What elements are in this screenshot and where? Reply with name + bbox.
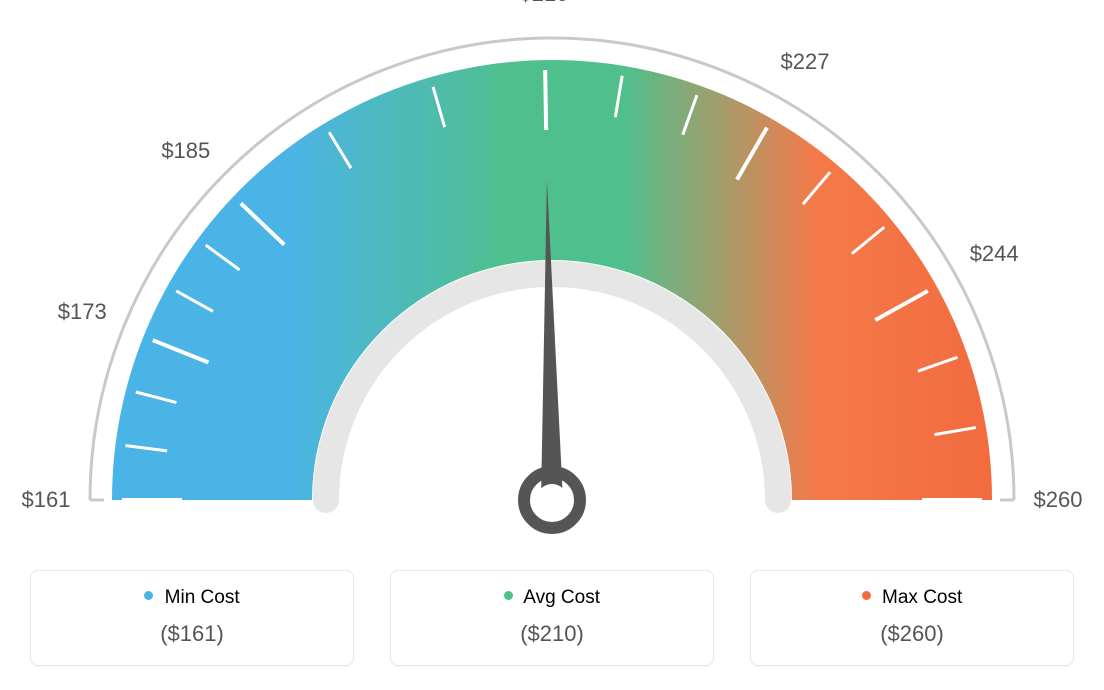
svg-text:$227: $227	[781, 49, 830, 74]
legend-avg-dot	[504, 591, 513, 600]
svg-text:$210: $210	[519, 0, 568, 6]
legend-min-card: Min Cost ($161)	[30, 570, 354, 666]
legend-avg-value: ($210)	[401, 621, 703, 647]
legend-min-value: ($161)	[41, 621, 343, 647]
legend-max-card: Max Cost ($260)	[750, 570, 1074, 666]
legend-min-title-text: Min Cost	[165, 587, 240, 608]
legend-min-title: Min Cost	[41, 587, 343, 609]
legend-min-dot	[144, 591, 153, 600]
legend-max-value: ($260)	[761, 621, 1063, 647]
legend-max-title-text: Max Cost	[882, 587, 962, 608]
svg-text:$260: $260	[1034, 487, 1083, 512]
legend-avg-title: Avg Cost	[401, 587, 703, 609]
svg-text:$173: $173	[58, 299, 107, 324]
svg-text:$244: $244	[970, 241, 1019, 266]
legend-row: Min Cost ($161) Avg Cost ($210) Max Cost…	[0, 570, 1104, 666]
legend-avg-title-text: Avg Cost	[523, 587, 600, 608]
legend-avg-card: Avg Cost ($210)	[390, 570, 714, 666]
legend-max-title: Max Cost	[761, 587, 1063, 609]
legend-max-dot	[862, 591, 871, 600]
gauge-chart: $161 $173 $185 $210 $227 $244 $260	[0, 0, 1104, 560]
svg-text:$185: $185	[161, 138, 210, 163]
svg-text:$161: $161	[22, 487, 71, 512]
gauge-svg: $161 $173 $185 $210 $227 $244 $260	[0, 0, 1104, 560]
